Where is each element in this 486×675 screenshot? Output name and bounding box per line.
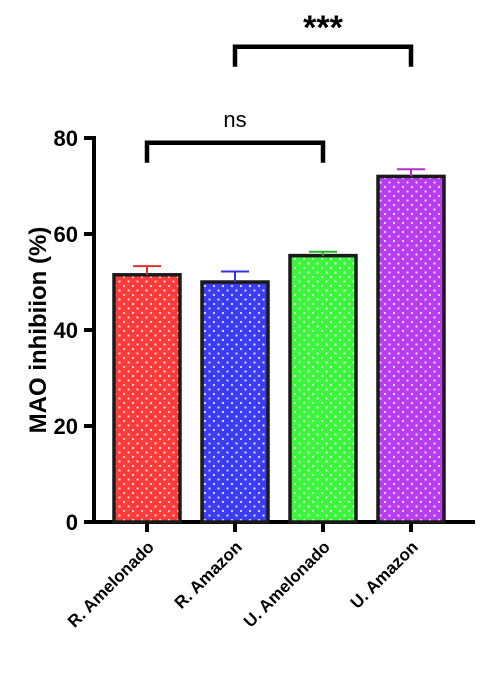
x-tick-label: U. Amelonado bbox=[240, 537, 334, 631]
x-tick-label: U. Amazon bbox=[347, 537, 422, 612]
bar-outline bbox=[200, 280, 270, 524]
y-axis-title-group: MAO inhibiion (%) bbox=[25, 227, 52, 434]
y-tick-label: 60 bbox=[54, 222, 78, 247]
y-tick-label: 20 bbox=[54, 414, 78, 439]
significance-bracket bbox=[232, 44, 414, 67]
y-tick-label: 80 bbox=[54, 126, 78, 151]
x-tick-label: R. Amazon bbox=[171, 537, 246, 612]
y-tick-label: 40 bbox=[54, 318, 78, 343]
bar-outline bbox=[288, 253, 358, 524]
significance-label: *** bbox=[303, 9, 343, 47]
significance-label: ns bbox=[223, 107, 246, 132]
significance-bracket bbox=[144, 140, 326, 163]
y-axis-title: MAO inhibiion (%) bbox=[25, 227, 52, 434]
bar-outline bbox=[376, 174, 446, 524]
y-tick-label: 0 bbox=[66, 510, 78, 535]
x-tick-label: R. Amelonado bbox=[64, 537, 158, 631]
bar-outline bbox=[112, 273, 182, 524]
